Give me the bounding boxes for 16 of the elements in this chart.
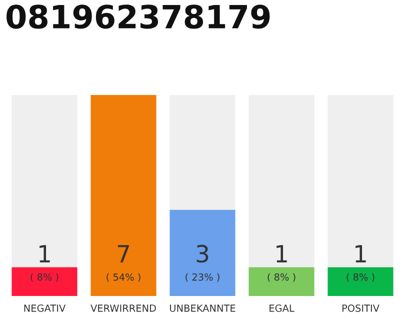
annotation: ( 23% ) — [186, 273, 220, 282]
annotation: ( 54% ) — [106, 273, 140, 282]
data-label: 3 — [196, 244, 208, 263]
annotation: ( 8% ) — [346, 273, 374, 282]
x-tick-label: EGAL — [270, 304, 294, 312]
annotation: ( 8% ) — [30, 273, 58, 282]
x-tick-label: UNBEKANNTE — [170, 304, 236, 312]
x-tick-label: VERWIRREND — [90, 304, 156, 312]
data-label: 1 — [356, 245, 366, 262]
data-label: 7 — [118, 245, 129, 262]
chart-title: 081962378179 — [6, 4, 270, 29]
data-label: 1 — [276, 245, 287, 262]
x-tick-label: POSITIV — [342, 304, 380, 312]
x-tick-label: NEGATIV — [24, 304, 66, 312]
data-label: 1 — [40, 245, 50, 262]
annotation: ( 8% ) — [268, 273, 296, 282]
